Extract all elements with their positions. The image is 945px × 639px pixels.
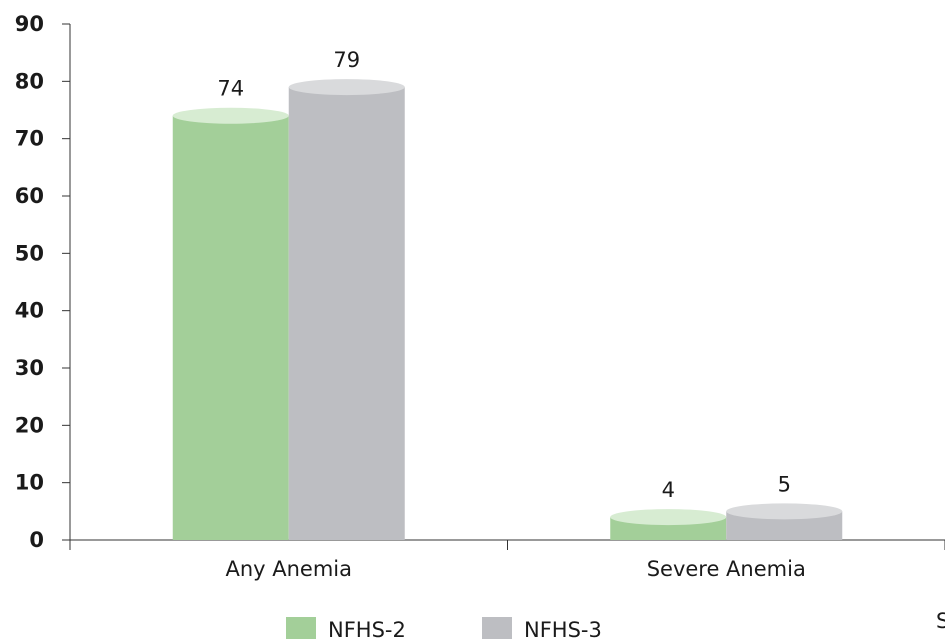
bar [726,503,843,540]
y-tick-label: 70 [15,127,44,151]
legend: NFHS-2 NFHS-3 [286,617,602,639]
bar-cap [726,503,843,520]
data-label: 79 [333,48,360,72]
legend-swatch [482,617,512,639]
legend-swatch [286,617,316,639]
data-labels: 74 4 79 5 [217,48,791,502]
bar [288,79,405,541]
y-tick-label: 90 [15,12,44,36]
y-tick-label: 0 [29,528,44,552]
bar [172,107,289,540]
x-category-label: Severe Anemia [647,557,806,581]
data-label: 4 [662,478,675,502]
x-category-label: Any Anemia [225,557,352,581]
y-tick-label: 10 [15,471,44,495]
y-tick-label: 20 [15,413,44,437]
corner-text: S [936,609,945,633]
y-tick-label: 30 [15,356,44,380]
bars [172,79,843,541]
bar-body [288,87,405,541]
x-axis: Any Anemia Severe Anemia [69,539,945,581]
y-tick-label: 50 [15,241,44,265]
bar-cap [288,79,405,96]
bar [610,509,727,540]
data-label: 5 [778,472,791,496]
bar-cap [172,107,289,124]
y-tick-label: 40 [15,299,44,323]
legend-label: NFHS-2 [328,618,406,639]
legend-item: NFHS-3 [482,617,602,639]
data-label: 74 [217,77,244,101]
y-tick-label: 60 [15,184,44,208]
legend-item: NFHS-2 [286,617,406,639]
legend-label: NFHS-3 [524,618,602,639]
y-tick-label: 80 [15,69,44,93]
bar-body [172,115,289,540]
bar-cap [610,509,727,526]
y-axis: 0 10 20 30 40 50 60 70 80 90 [15,12,71,552]
